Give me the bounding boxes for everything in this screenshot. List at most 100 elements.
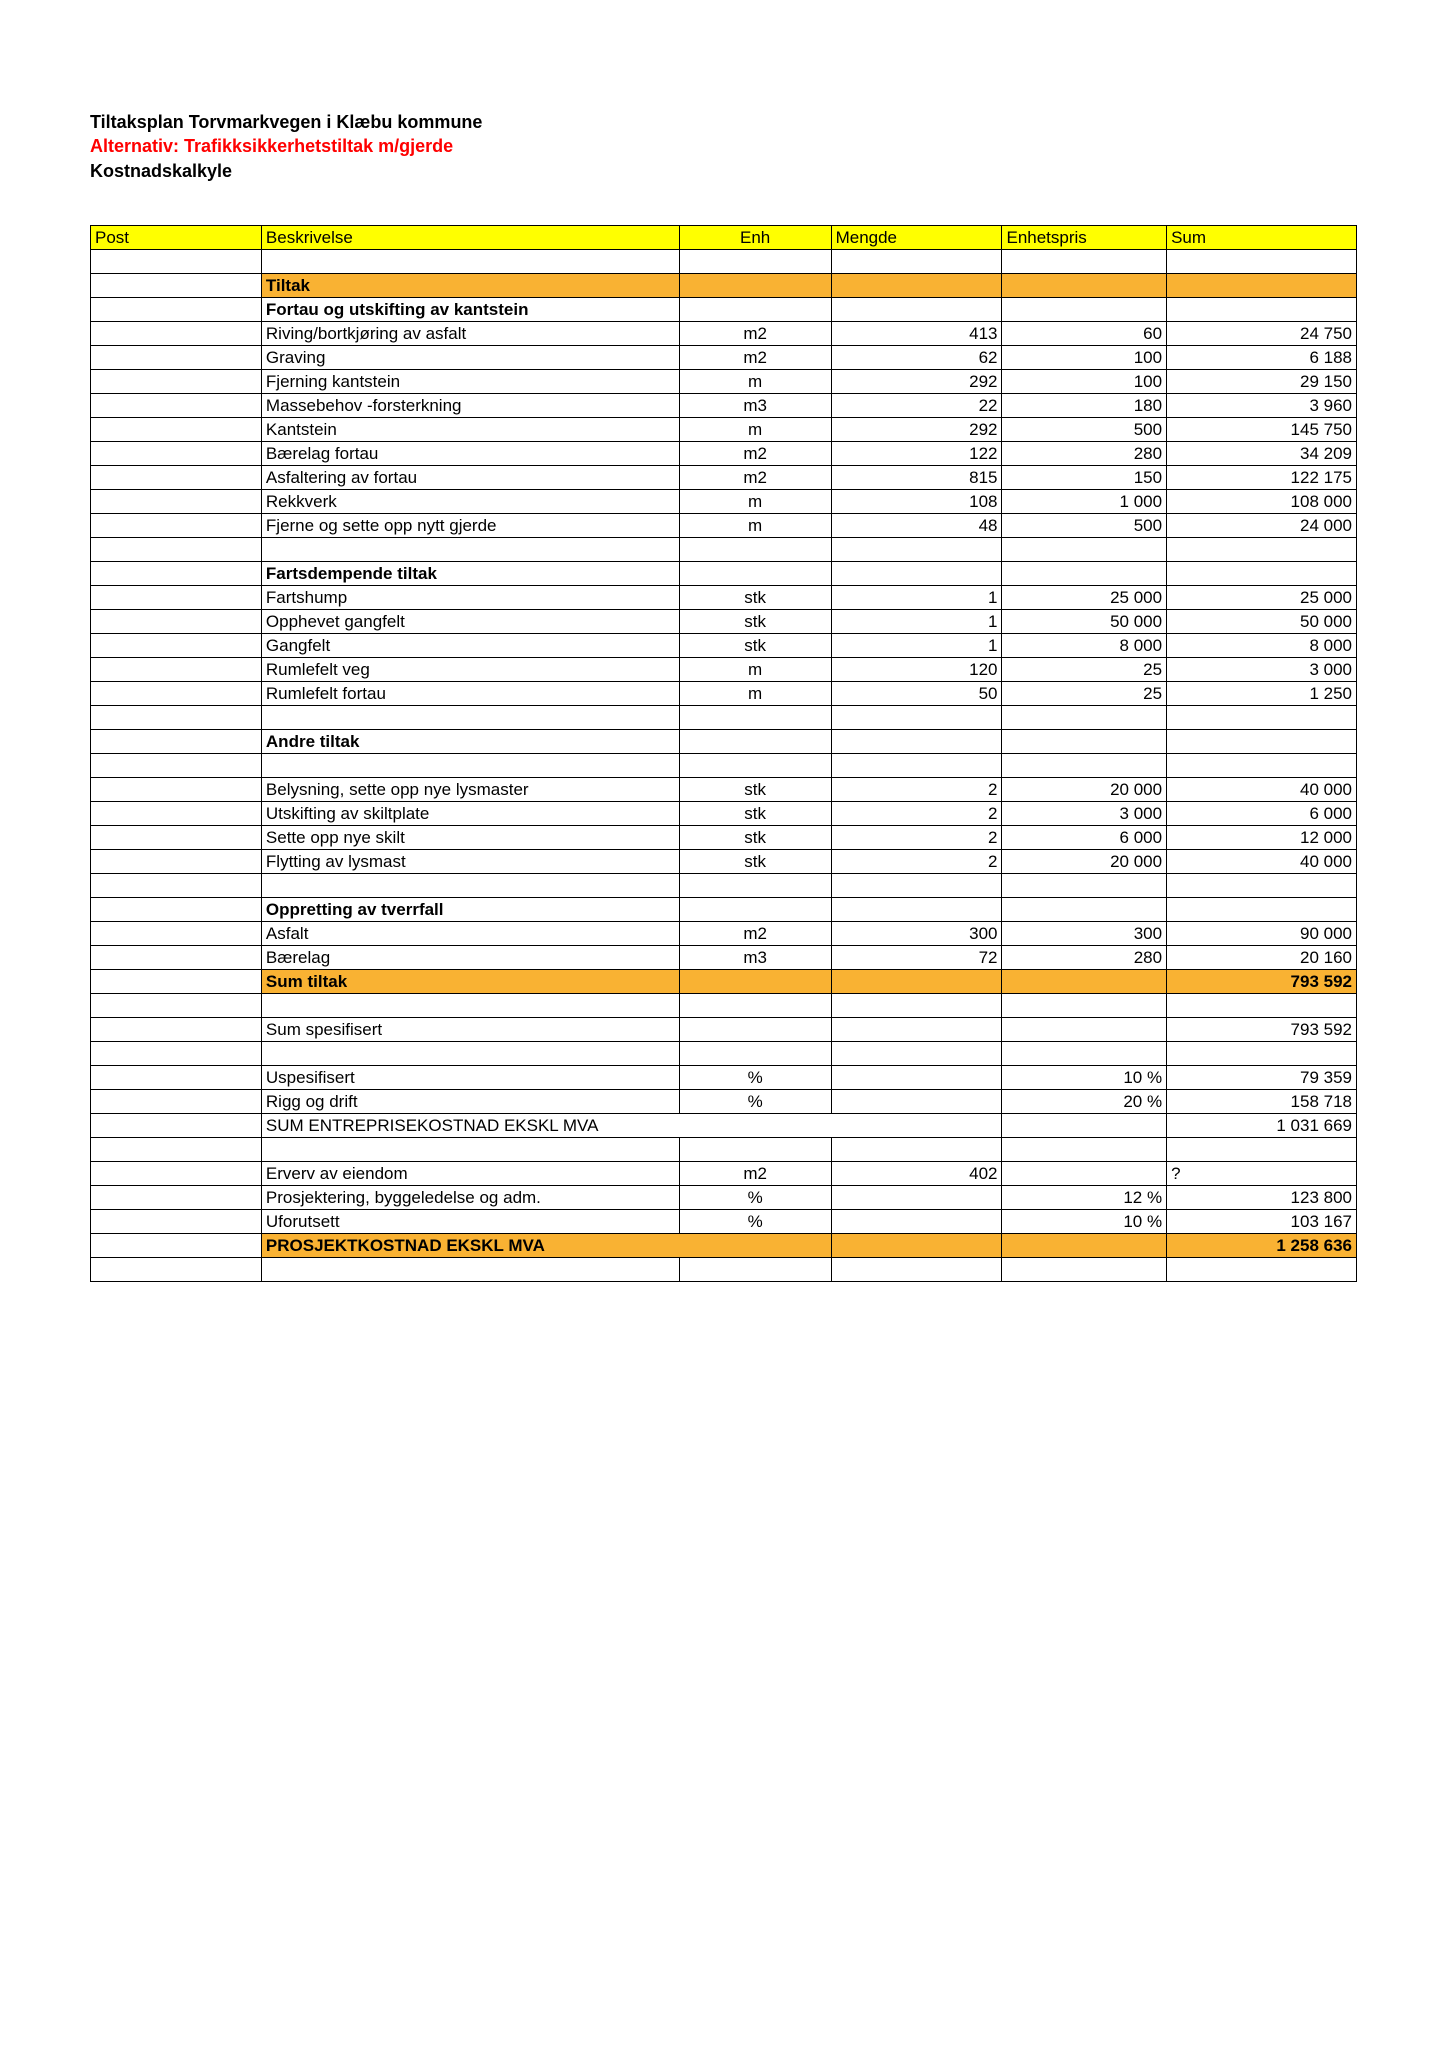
cell xyxy=(91,729,262,753)
cell xyxy=(91,561,262,585)
section-header: Andre tiltak xyxy=(261,729,679,753)
cell-sum: 108 000 xyxy=(1167,489,1357,513)
cell xyxy=(91,345,262,369)
data-row: Opphevet gangfeltstk150 00050 000 xyxy=(91,609,1357,633)
cell: 103 167 xyxy=(1167,1209,1357,1233)
cell xyxy=(679,969,831,993)
cell-enhetspris: 20 000 xyxy=(1002,849,1167,873)
empty-row xyxy=(91,705,1357,729)
cell-beskrivelse: Asfalt xyxy=(261,921,679,945)
cell xyxy=(91,657,262,681)
cell-sum: 34 209 xyxy=(1167,441,1357,465)
cell xyxy=(831,897,1002,921)
data-row: Fjerning kantsteinm29210029 150 xyxy=(91,369,1357,393)
cell xyxy=(679,537,831,561)
cell: % xyxy=(679,1065,831,1089)
cell xyxy=(1167,1041,1357,1065)
title-block: Tiltaksplan Torvmarkvegen i Klæbu kommun… xyxy=(90,110,1357,183)
cell xyxy=(831,1041,1002,1065)
empty-row xyxy=(91,1257,1357,1281)
empty-row xyxy=(91,1041,1357,1065)
cell xyxy=(679,273,831,297)
cell-mengde: 1 xyxy=(831,633,1002,657)
cell-mengde: 292 xyxy=(831,369,1002,393)
cell xyxy=(1167,537,1357,561)
cell-enh: stk xyxy=(679,777,831,801)
cell-sum: 3 960 xyxy=(1167,393,1357,417)
cell: ? xyxy=(1167,1161,1357,1185)
cell-sum: 90 000 xyxy=(1167,921,1357,945)
cell xyxy=(1002,1161,1167,1185)
cell xyxy=(1002,897,1167,921)
cell xyxy=(831,1209,1002,1233)
data-row: Gravingm2621006 188 xyxy=(91,345,1357,369)
cell: Sum spesifisert xyxy=(261,1017,679,1041)
cell xyxy=(91,1089,262,1113)
empty-row xyxy=(91,753,1357,777)
cell xyxy=(91,609,262,633)
empty-row xyxy=(91,873,1357,897)
cell xyxy=(91,1233,262,1257)
cell-enh: stk xyxy=(679,825,831,849)
cell-sum: 6 188 xyxy=(1167,345,1357,369)
cell xyxy=(679,1017,831,1041)
cell xyxy=(1002,705,1167,729)
cell-enhetspris: 100 xyxy=(1002,345,1167,369)
cell-enhetspris: 6 000 xyxy=(1002,825,1167,849)
cell-enh: m xyxy=(679,417,831,441)
cell xyxy=(1167,873,1357,897)
data-row: Bærelag fortaum212228034 209 xyxy=(91,441,1357,465)
cell-enh: m2 xyxy=(679,441,831,465)
cell xyxy=(679,993,831,1017)
cell: % xyxy=(679,1089,831,1113)
cost-table: PostBeskrivelseEnhMengdeEnhetsprisSumTil… xyxy=(90,225,1357,1282)
header-post: Post xyxy=(91,225,262,249)
cell xyxy=(91,1209,262,1233)
cell-enh: m2 xyxy=(679,321,831,345)
title-line-3: Kostnadskalkyle xyxy=(90,159,1357,183)
cell xyxy=(261,873,679,897)
cell xyxy=(1002,729,1167,753)
data-row: Gangfeltstk18 0008 000 xyxy=(91,633,1357,657)
cell xyxy=(831,273,1002,297)
cell-enhetspris: 50 000 xyxy=(1002,609,1167,633)
data-row: Flytting av lysmaststk220 00040 000 xyxy=(91,849,1357,873)
cell-enhetspris: 500 xyxy=(1002,513,1167,537)
empty-row xyxy=(91,1137,1357,1161)
section-header-row: Fortau og utskifting av kantstein xyxy=(91,297,1357,321)
cell xyxy=(91,753,262,777)
cell xyxy=(261,1041,679,1065)
cell xyxy=(679,1041,831,1065)
erverv-row: Erverv av eiendomm2402? xyxy=(91,1161,1357,1185)
cell-sum: 1 250 xyxy=(1167,681,1357,705)
cell-enh: stk xyxy=(679,801,831,825)
cell xyxy=(261,1137,679,1161)
cell xyxy=(91,921,262,945)
sum-tiltak-label: Sum tiltak xyxy=(261,969,679,993)
cell xyxy=(831,753,1002,777)
sum-tiltak-row: Sum tiltak 793 592 xyxy=(91,969,1357,993)
cell xyxy=(679,753,831,777)
cell: % xyxy=(679,1185,831,1209)
sum-entreprise-value: 1 031 669 xyxy=(1167,1113,1357,1137)
cell xyxy=(679,1257,831,1281)
cell xyxy=(91,945,262,969)
cell: 402 xyxy=(831,1161,1002,1185)
cell: 158 718 xyxy=(1167,1089,1357,1113)
cell xyxy=(91,993,262,1017)
cell xyxy=(91,705,262,729)
cell-beskrivelse: Rumlefelt veg xyxy=(261,657,679,681)
data-row: Rumlefelt vegm120253 000 xyxy=(91,657,1357,681)
cell xyxy=(831,1137,1002,1161)
cell-mengde: 72 xyxy=(831,945,1002,969)
cell-mengde: 120 xyxy=(831,657,1002,681)
cell xyxy=(679,705,831,729)
cell xyxy=(261,705,679,729)
cell xyxy=(1002,537,1167,561)
cell-sum: 122 175 xyxy=(1167,465,1357,489)
cell xyxy=(91,297,262,321)
cell xyxy=(91,1185,262,1209)
sum-tiltak-value: 793 592 xyxy=(1167,969,1357,993)
cell xyxy=(1002,273,1167,297)
cell-enhetspris: 280 xyxy=(1002,945,1167,969)
